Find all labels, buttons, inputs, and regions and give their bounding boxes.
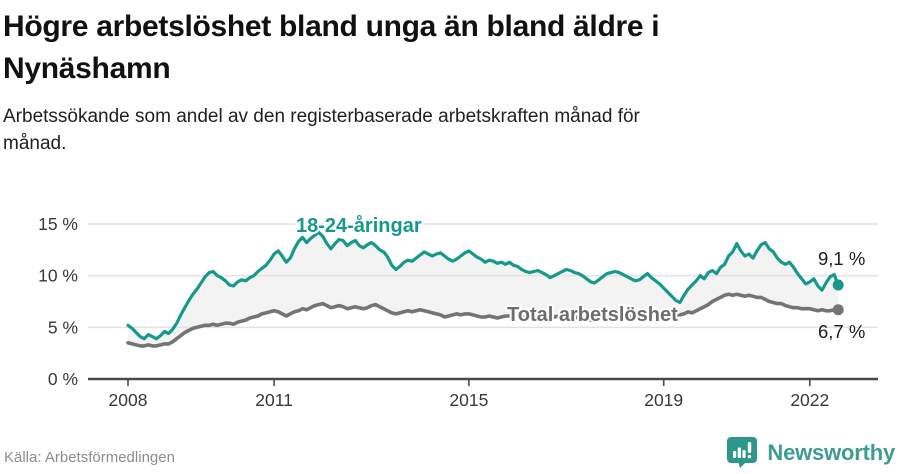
x-tick-label: 2019 bbox=[644, 390, 683, 410]
newsworthy-logo-icon bbox=[727, 437, 758, 468]
source-note: Källa: Arbetsförmedlingen bbox=[4, 449, 175, 466]
page-title-line2: Nynäshamn bbox=[3, 52, 171, 85]
axis-layer: 0 % 5 % 10 % 15 % 2008 2011 2015 2019 2022 bbox=[38, 214, 878, 410]
footer: Källa: Arbetsförmedlingen Newsworthy bbox=[0, 434, 900, 474]
chart-area: 0 % 5 % 10 % 15 % 2008 2011 2015 2019 2022 18-24… bbox=[0, 185, 900, 435]
y-tick-label: 5 % bbox=[48, 317, 78, 337]
series-label-total: Total arbetslöshet bbox=[507, 304, 678, 326]
series-layer bbox=[126, 230, 844, 348]
y-tick-label: 15 % bbox=[38, 214, 78, 234]
chart-subtitle: Arbetssökande som andel av den registerb… bbox=[3, 103, 883, 157]
series-label-youth: 18-24-åringar bbox=[296, 214, 422, 237]
end-value-total: 6,7 % bbox=[818, 321, 865, 342]
band-layer bbox=[128, 232, 839, 346]
x-tick-label: 2008 bbox=[109, 390, 148, 410]
chart-subtitle-line2: månad. bbox=[3, 133, 67, 154]
x-tick-label: 2015 bbox=[449, 390, 488, 410]
y-tick-label: 10 % bbox=[38, 266, 78, 286]
end-value-youth: 9,1 % bbox=[818, 248, 865, 269]
y-tick-label: 0 % bbox=[48, 369, 78, 389]
chart-subtitle-line1: Arbetssökande som andel av den registerb… bbox=[3, 106, 640, 127]
x-tick-label: 2022 bbox=[790, 390, 829, 410]
page-title-line1: Högre arbetslöshet bland unga än bland ä… bbox=[3, 10, 660, 43]
chart-svg: 0 % 5 % 10 % 15 % 2008 2011 2015 2019 2022 18-24… bbox=[38, 212, 878, 410]
x-tick-label: 2011 bbox=[255, 390, 293, 410]
page-title: Högre arbetslöshet bland unga än bland ä… bbox=[3, 6, 883, 90]
newsworthy-brand: Newsworthy bbox=[726, 436, 895, 469]
chart-header: Högre arbetslöshet bland unga än bland ä… bbox=[3, 6, 883, 157]
newsworthy-wordmark: Newsworthy bbox=[767, 439, 895, 465]
